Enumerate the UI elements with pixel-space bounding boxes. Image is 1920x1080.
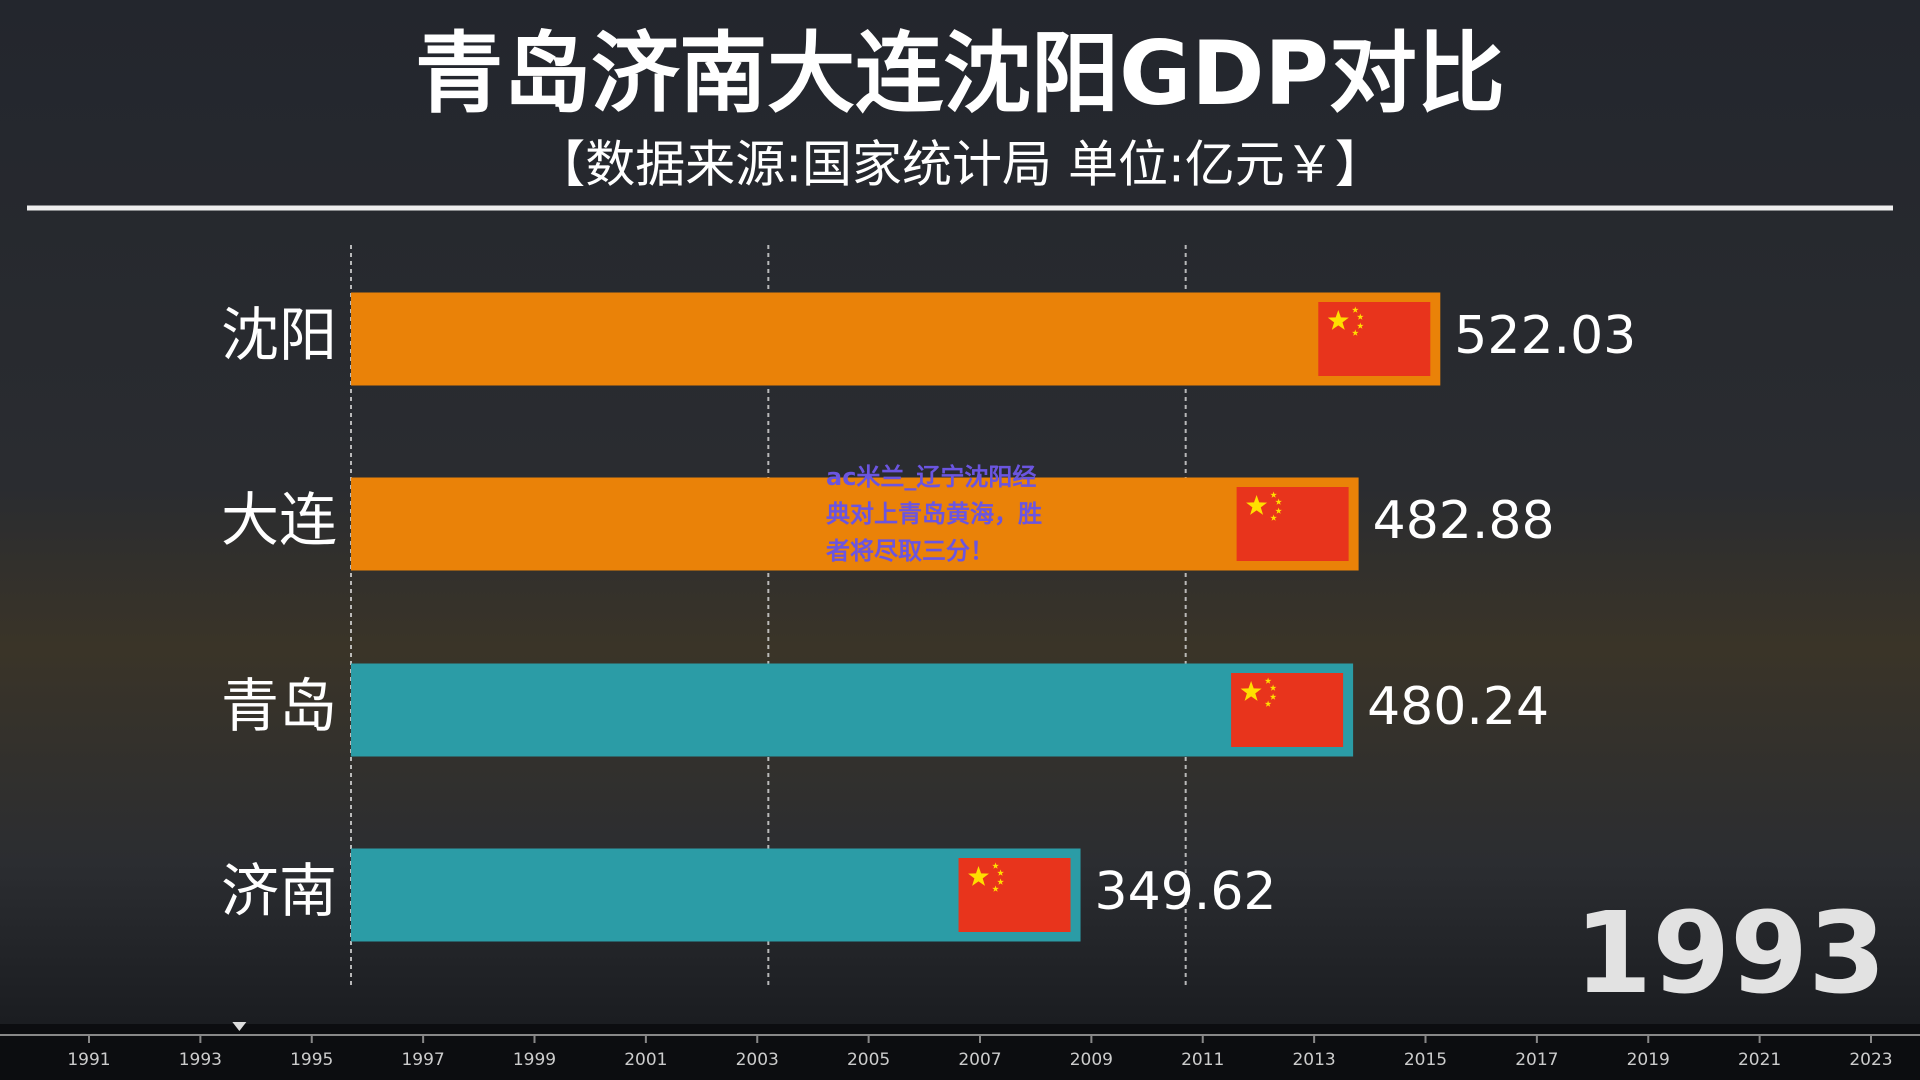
- value-label: 349.62: [1095, 862, 1277, 922]
- flag-star: [992, 862, 999, 869]
- timeline-tick-label: 1999: [513, 1050, 556, 1070]
- flag-star: [968, 866, 989, 886]
- flag-star: [1352, 329, 1359, 336]
- chart-title: 青岛济南大连沈阳GDP对比: [415, 22, 1505, 125]
- annotation: ac米兰_辽宁沈阳经典对上青岛黄海，胜者将尽取三分！: [826, 463, 1042, 565]
- timeline-tick-label: 2015: [1404, 1050, 1447, 1070]
- timeline-tick-label: 2001: [624, 1050, 667, 1070]
- timeline-tick-label: 1993: [179, 1050, 222, 1070]
- bar: [351, 477, 1359, 571]
- timeline-tick-label: 2019: [1627, 1050, 1670, 1070]
- timeline-tick-label: 2009: [1070, 1050, 1113, 1070]
- flag-star: [997, 869, 1004, 876]
- flag-icon: [1236, 487, 1349, 561]
- timeline-tick-label: 2003: [736, 1050, 779, 1070]
- timeline-tick-label: 1995: [290, 1050, 333, 1070]
- timeline-tick-label: 2005: [847, 1050, 890, 1070]
- timeline-marker: [232, 1022, 247, 1031]
- flag: [1236, 487, 1349, 561]
- flag-star: [1264, 700, 1272, 707]
- flag: [958, 858, 1071, 932]
- timeline-tick-label: 2011: [1181, 1050, 1224, 1070]
- y-tick-label: 大连: [221, 486, 337, 554]
- chart-subtitle: 【数据来源:国家统计局 单位:亿元￥】: [535, 136, 1385, 194]
- flag-star: [1327, 310, 1349, 330]
- flag-star: [1357, 313, 1364, 320]
- bar: [351, 292, 1441, 386]
- flag: [1231, 673, 1344, 747]
- flag-icon: [958, 858, 1071, 932]
- flag-star: [1264, 677, 1272, 684]
- timeline-tick-label: 1991: [67, 1050, 110, 1070]
- flag-star: [1240, 681, 1262, 701]
- bar: [351, 663, 1354, 757]
- flag-star: [1270, 491, 1277, 498]
- y-tick-label: 济南: [221, 857, 337, 925]
- timeline-tick-label: 1997: [401, 1050, 444, 1070]
- timeline-tick-label: 2013: [1292, 1050, 1335, 1070]
- flag-star: [992, 885, 999, 892]
- value-label: 480.24: [1367, 677, 1549, 737]
- flag-star: [1269, 684, 1277, 691]
- flag-star: [1275, 507, 1282, 514]
- year-label: 1993: [1574, 889, 1886, 1019]
- timeline-tick-label: 2023: [1849, 1050, 1892, 1070]
- y-tick-label: 青岛: [221, 672, 337, 740]
- flag-star: [1246, 495, 1268, 515]
- flag-star: [1269, 693, 1277, 700]
- flag-icon: [1231, 673, 1344, 747]
- timeline-band: [0, 1024, 1920, 1080]
- timeline-tick-label: 2017: [1515, 1050, 1558, 1070]
- flag-star: [1275, 498, 1282, 505]
- flag-star: [1270, 514, 1277, 521]
- flag: [1318, 302, 1431, 376]
- value-label: 482.88: [1373, 491, 1555, 551]
- value-label: 522.03: [1454, 306, 1636, 366]
- y-tick-label: 沈阳: [221, 301, 337, 369]
- flag-star: [1357, 322, 1364, 329]
- timeline-tick-label: 2021: [1738, 1050, 1781, 1070]
- timeline-tick-label: 2007: [958, 1050, 1001, 1070]
- flag-icon: [1318, 302, 1431, 376]
- flag-star: [997, 878, 1004, 885]
- flag-star: [1352, 306, 1359, 313]
